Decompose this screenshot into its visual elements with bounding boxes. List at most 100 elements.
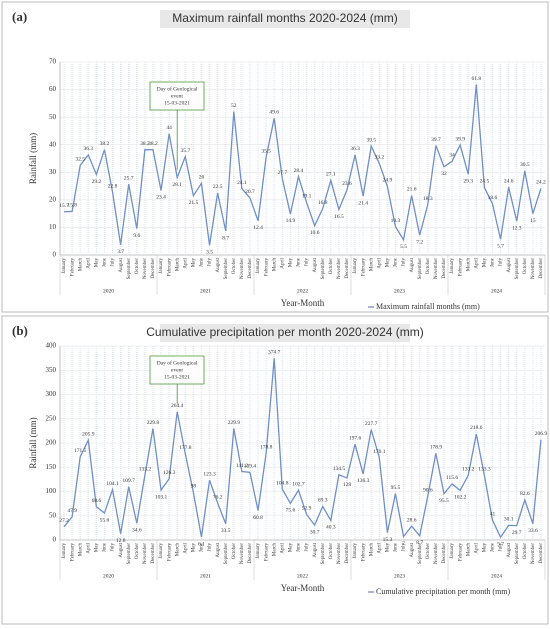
data-label: 16.5: [334, 214, 344, 220]
data-label: 29.3: [463, 178, 473, 184]
x-tick-label: May: [192, 543, 197, 553]
data-label: 15.8: [67, 203, 77, 209]
data-label: 134.5: [333, 466, 346, 472]
data-label: 5.7: [497, 542, 504, 548]
x-tick-label: August: [119, 257, 124, 272]
x-tick-label: February: [167, 258, 172, 277]
x-tick-label: March: [272, 543, 277, 557]
y-tick-label: 20: [49, 195, 57, 203]
panel-label: (b): [12, 323, 28, 338]
x-tick-label: December: [442, 543, 447, 564]
x-tick-label: July: [499, 258, 504, 267]
data-label: 38.2: [100, 141, 110, 147]
data-label: 32.5: [75, 157, 85, 163]
data-label: 5.7: [497, 244, 504, 250]
x-tick-label: August: [507, 542, 512, 557]
x-tick-label: October: [135, 258, 140, 274]
data-label: 9.6: [133, 233, 140, 239]
x-tick-label: March: [369, 258, 374, 272]
data-label: 102.7: [292, 481, 305, 487]
data-label: 227.7: [365, 421, 378, 427]
data-label: 30.1: [504, 517, 514, 523]
data-label: 5.5: [400, 244, 407, 250]
y-axis-label: Rainfall (mm): [28, 133, 38, 184]
x-tick-label: May: [289, 258, 294, 268]
year-label: 2023: [394, 288, 405, 294]
x-tick-label: July: [402, 258, 407, 267]
data-label: 10.3: [391, 218, 401, 224]
x-tick-label: June: [394, 542, 399, 552]
data-label: 136.3: [357, 478, 370, 484]
x-tick-label: February: [458, 258, 463, 277]
data-label: 8.7: [222, 235, 229, 241]
data-label: 133.3: [478, 467, 491, 473]
data-label: 26: [199, 175, 205, 181]
x-tick-label: September: [418, 258, 423, 280]
x-tick-label: July: [402, 543, 407, 552]
x-tick-label: October: [426, 258, 431, 274]
x-tick-label: August: [216, 257, 221, 272]
x-tick-label: May: [95, 543, 100, 553]
x-tick-label: March: [272, 258, 277, 272]
x-tick-label: July: [208, 258, 213, 267]
title-box: [160, 324, 410, 342]
data-label: 30.5: [520, 162, 530, 168]
x-tick-label: June: [200, 257, 205, 267]
x-tick-label: February: [264, 543, 269, 562]
data-label: 7: [402, 541, 405, 547]
data-label: 27.1: [326, 172, 336, 178]
x-tick-label: April: [86, 542, 91, 553]
y-tick-label: 10: [49, 223, 57, 231]
year-label: 2020: [103, 573, 114, 579]
x-tick-label: July: [208, 543, 213, 552]
annotation-text: event: [171, 367, 183, 373]
y-tick-label: 400: [46, 342, 57, 350]
x-tick-label: March: [175, 258, 180, 272]
data-label: 24.5: [480, 179, 490, 185]
x-tick-label: January: [450, 543, 455, 559]
x-tick-label: January: [450, 258, 455, 274]
x-tick-label: May: [483, 543, 488, 553]
data-label: 33.5: [221, 528, 231, 534]
data-label: 27.7: [277, 170, 287, 176]
y-tick-label: 100: [46, 487, 57, 495]
data-label: 104.8: [276, 480, 289, 486]
annotation-box: [149, 355, 205, 385]
x-tick-label: June: [103, 257, 108, 267]
data-label: 75.6: [286, 508, 296, 514]
title-box: [160, 10, 410, 28]
data-label: 34.6: [132, 527, 142, 533]
x-tick-label: July: [111, 543, 116, 552]
year-label: 2022: [297, 288, 308, 294]
x-tick-label: January: [256, 258, 261, 274]
x-tick-label: September: [224, 258, 229, 280]
data-label: 177.8: [179, 445, 192, 451]
data-label: 28.1: [172, 182, 182, 188]
year-label: 2022: [297, 573, 308, 579]
x-tick-label: November: [337, 258, 342, 279]
data-label: 178.8: [260, 445, 273, 451]
y-axis-label: Rainfall (mm): [28, 417, 38, 468]
x-tick-label: December: [151, 543, 156, 564]
x-tick-label: September: [321, 543, 326, 565]
data-label: 15.7: [59, 203, 69, 209]
year-label: 2020: [103, 288, 114, 294]
data-label: 22.5: [213, 184, 223, 190]
x-tick-label: April: [280, 257, 285, 268]
x-axis-label: Year-Month: [281, 298, 325, 308]
data-label: 126.3: [163, 470, 176, 476]
data-label: 32: [441, 171, 447, 177]
data-label: 123.3: [203, 471, 216, 477]
data-label: 33.2: [374, 155, 384, 161]
x-tick-label: March: [78, 543, 83, 557]
data-label: 90.6: [423, 487, 433, 493]
x-tick-label: January: [62, 258, 67, 274]
data-label: 33.6: [528, 528, 538, 534]
data-label: 21.4: [358, 200, 368, 206]
year-label: 2024: [491, 288, 502, 294]
data-label: 8.7: [416, 540, 423, 546]
data-label: 12.8: [116, 538, 126, 544]
data-label: 39.9: [455, 136, 465, 142]
y-tick-label: 300: [46, 390, 57, 398]
